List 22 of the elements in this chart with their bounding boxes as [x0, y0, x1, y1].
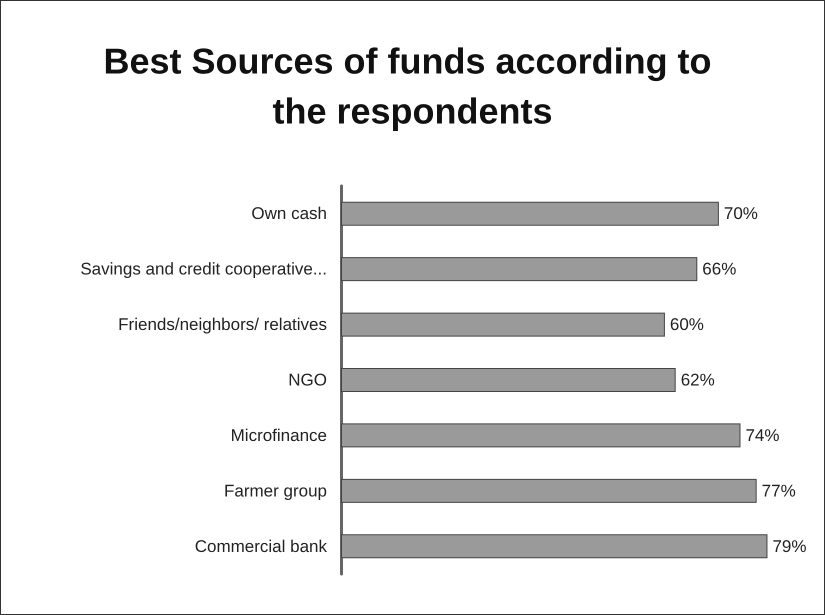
bar: [341, 257, 698, 282]
bar: [341, 478, 757, 503]
y-tick-label: Friends/neighbors/ relatives: [118, 315, 327, 334]
y-tick-label: Microfinance: [230, 426, 327, 445]
data-label: 79%: [772, 536, 806, 556]
chart-title: Best Sources of funds according to the respondents: [103, 40, 722, 132]
bar: [341, 423, 740, 448]
data-label: 70%: [724, 204, 758, 224]
data-label: 74%: [745, 426, 780, 445]
y-tick-label: Commercial bank: [194, 536, 328, 556]
y-tick-label: Savings and credit cooperative...: [80, 260, 327, 279]
bar: [341, 312, 665, 337]
bar: [341, 202, 719, 226]
bar: [341, 368, 676, 392]
data-label: 60%: [670, 315, 704, 334]
y-tick-label: Farmer group: [224, 481, 327, 500]
data-label: 66%: [702, 260, 736, 279]
y-tick-label: Own cash: [251, 204, 327, 224]
data-label: 77%: [762, 481, 796, 500]
data-label: 62%: [680, 370, 715, 390]
bar: [341, 534, 768, 558]
y-tick-label: NGO: [288, 370, 327, 390]
